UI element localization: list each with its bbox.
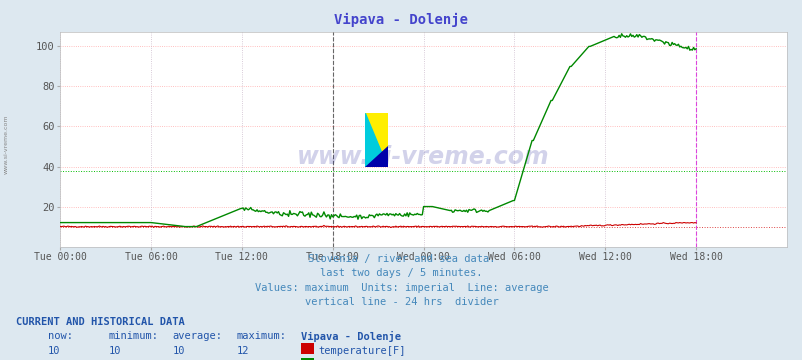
Text: temperature[F]: temperature[F] bbox=[318, 346, 406, 356]
Text: 10: 10 bbox=[48, 346, 61, 356]
Text: 10: 10 bbox=[172, 346, 185, 356]
Text: last two days / 5 minutes.: last two days / 5 minutes. bbox=[320, 268, 482, 278]
Text: www.si-vreme.com: www.si-vreme.com bbox=[4, 114, 9, 174]
Text: minimum:: minimum: bbox=[108, 331, 158, 341]
Text: 10: 10 bbox=[108, 346, 121, 356]
Text: Vipava - Dolenje: Vipava - Dolenje bbox=[301, 331, 401, 342]
Text: now:: now: bbox=[48, 331, 73, 341]
Text: maximum:: maximum: bbox=[237, 331, 286, 341]
Polygon shape bbox=[365, 113, 387, 167]
Polygon shape bbox=[365, 113, 387, 167]
Text: CURRENT AND HISTORICAL DATA: CURRENT AND HISTORICAL DATA bbox=[16, 317, 184, 327]
Text: vertical line - 24 hrs  divider: vertical line - 24 hrs divider bbox=[304, 297, 498, 307]
Text: www.si-vreme.com: www.si-vreme.com bbox=[297, 145, 549, 168]
Text: 12: 12 bbox=[237, 346, 249, 356]
Polygon shape bbox=[365, 146, 387, 167]
Text: Values: maximum  Units: imperial  Line: average: Values: maximum Units: imperial Line: av… bbox=[254, 283, 548, 293]
Text: Slovenia / river and sea data.: Slovenia / river and sea data. bbox=[307, 254, 495, 264]
Text: average:: average: bbox=[172, 331, 222, 341]
Text: Vipava - Dolenje: Vipava - Dolenje bbox=[334, 13, 468, 27]
